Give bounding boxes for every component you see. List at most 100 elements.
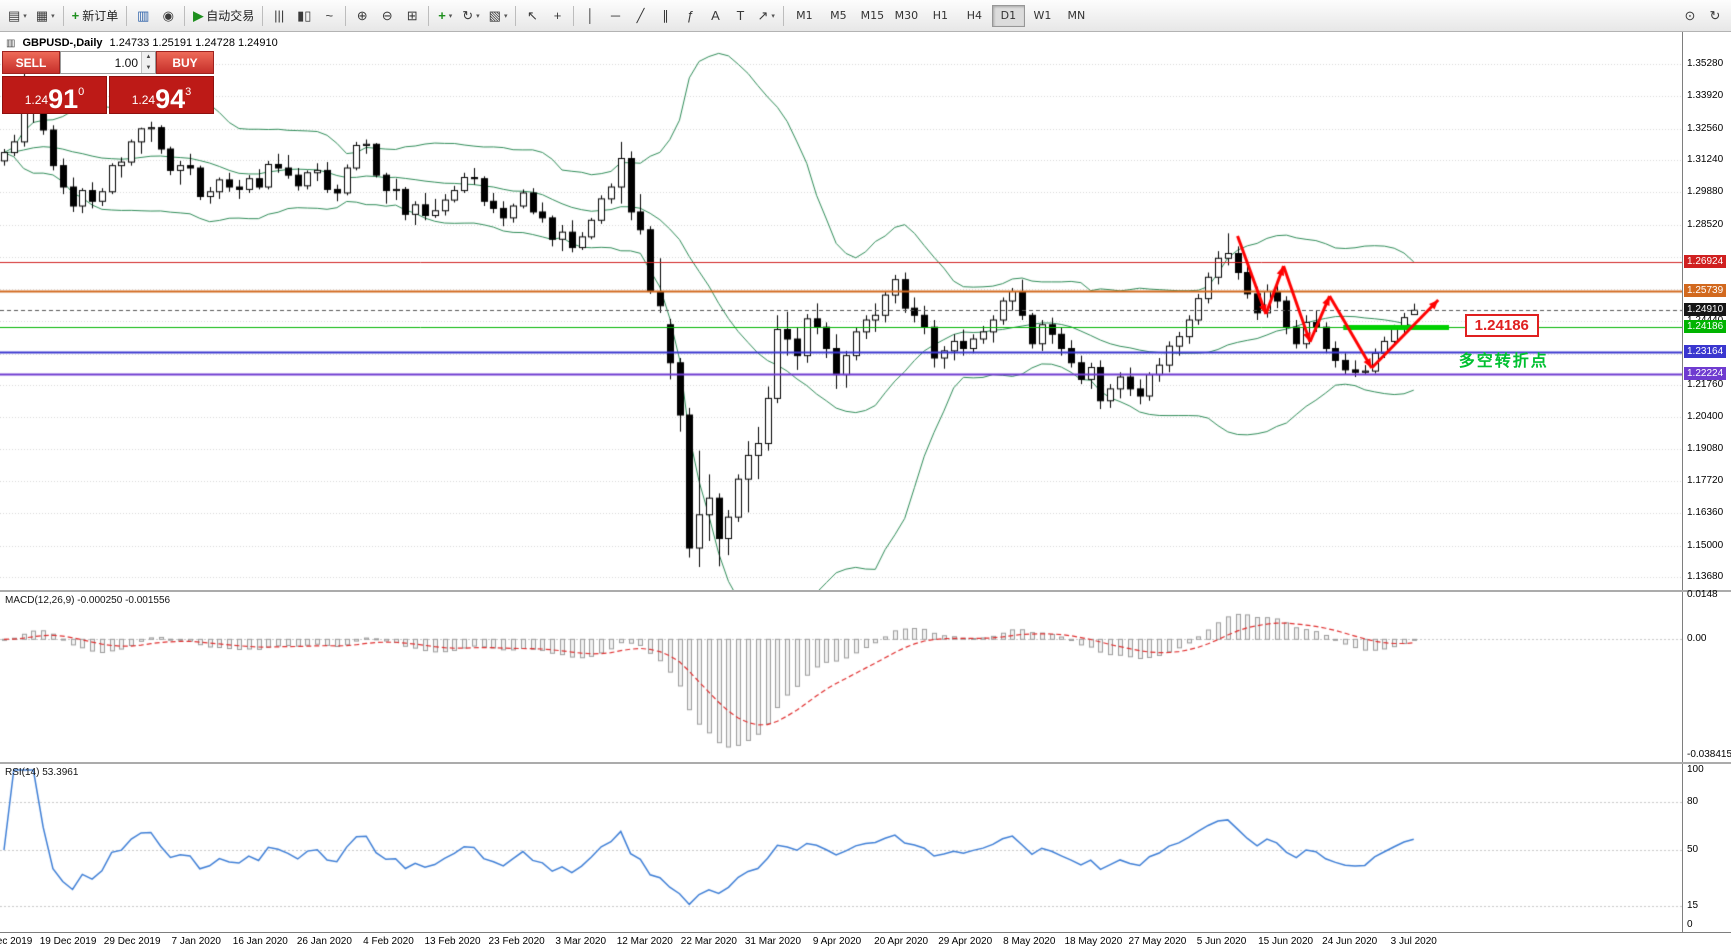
price-axis-label: 1.28520 bbox=[1687, 218, 1724, 230]
rsi-axis-label: 0 bbox=[1687, 919, 1693, 930]
fibonacci-icon: ƒ bbox=[686, 8, 695, 23]
search-button[interactable]: ⊙ bbox=[1678, 4, 1702, 28]
price-axis-label: 1.31240 bbox=[1687, 153, 1724, 165]
buy-price-button[interactable]: 1.24 94 3 bbox=[109, 76, 214, 114]
price-tag-1.23164: 1.23164 bbox=[1684, 344, 1727, 358]
sell-price-head: 1.24 bbox=[24, 93, 49, 107]
chevron-down-icon: ▾ bbox=[51, 12, 55, 20]
main-toolbar: ▤ ▾ ▦ ▾ + 新订单 ▥ ◉ ▶ 自动交易 ||| ▮▯ ~ ⊕ ⊖ ⊞ + ▾ ↻… bbox=[0, 0, 1731, 32]
autotrading-button[interactable]: ▶ 自动交易 bbox=[189, 4, 258, 28]
buy-price-big: 94 bbox=[155, 83, 186, 114]
tile-windows-button[interactable]: ⊞ bbox=[400, 4, 424, 28]
chart-header: ▥ GBPUSD-,Daily 1.24733 1.25191 1.24728 … bbox=[6, 37, 278, 49]
label-button[interactable]: T bbox=[728, 4, 752, 28]
rsi-axis-label: 50 bbox=[1687, 844, 1699, 855]
chevron-down-icon: ▾ bbox=[476, 12, 480, 20]
bar-chart-icon: ||| bbox=[274, 8, 285, 23]
profiles-icon: ▦ bbox=[35, 8, 49, 23]
price-callout-label[interactable]: 1.24186 bbox=[1464, 314, 1539, 338]
channel-button[interactable]: ∥ bbox=[653, 4, 677, 28]
cn-annotation[interactable]: 多空转折点 bbox=[1458, 350, 1549, 370]
experts-button[interactable]: ◉ bbox=[156, 4, 180, 28]
price-tag-1.26924: 1.26924 bbox=[1684, 255, 1727, 269]
templates-icon: ▧ bbox=[488, 8, 501, 23]
indicators-button[interactable]: + ▾ bbox=[433, 4, 457, 28]
toolbar-separator bbox=[126, 5, 128, 26]
timeframe-H4[interactable]: H4 bbox=[966, 9, 983, 22]
text-icon: A bbox=[711, 8, 720, 23]
text-button[interactable]: A bbox=[703, 4, 727, 28]
buy-price-sup: 3 bbox=[185, 86, 192, 98]
templates-button[interactable]: ▧ ▾ bbox=[485, 4, 512, 28]
volume-value[interactable]: 1.00 bbox=[114, 55, 138, 70]
candlestick-chart-button[interactable]: ▮▯ bbox=[292, 4, 316, 28]
zoom-out-icon: ⊖ bbox=[381, 8, 393, 23]
price-tag-1.24186: 1.24186 bbox=[1684, 320, 1727, 334]
bar-chart-button[interactable]: ||| bbox=[267, 4, 291, 28]
rsi-panel-splitter[interactable] bbox=[0, 762, 1731, 764]
new-chart-button[interactable]: ▤ ▾ bbox=[4, 4, 31, 28]
zoom-out-button[interactable]: ⊖ bbox=[375, 4, 399, 28]
sell-price-sup: 0 bbox=[78, 86, 85, 98]
price-axis-label: 1.16360 bbox=[1687, 507, 1724, 519]
volume-down-icon[interactable]: ▼ bbox=[142, 62, 155, 73]
timeframe-D1[interactable]: D1 bbox=[991, 4, 1025, 27]
zoom-in-button[interactable]: ⊕ bbox=[350, 4, 374, 28]
price-axis-border bbox=[1682, 32, 1683, 932]
buy-button[interactable]: BUY bbox=[156, 51, 214, 74]
macd-panel-splitter[interactable] bbox=[0, 590, 1731, 592]
line-chart-button[interactable]: ~ bbox=[317, 4, 341, 28]
timeframe-MN[interactable]: MN bbox=[1067, 9, 1086, 22]
arrows-button[interactable]: ↗ ▾ bbox=[753, 4, 778, 28]
new-order-button[interactable]: + 新订单 bbox=[68, 4, 123, 28]
time-axis[interactable] bbox=[0, 932, 1731, 952]
charts-button[interactable]: ▥ bbox=[131, 4, 155, 28]
periods-icon: ↻ bbox=[462, 8, 474, 23]
cursor-button[interactable]: ↖ bbox=[520, 4, 544, 28]
chart-symbol-icon: ▥ bbox=[6, 37, 16, 49]
profiles-button[interactable]: ▦ ▾ bbox=[32, 4, 59, 28]
volume-stepper[interactable]: ▲ ▼ bbox=[141, 52, 155, 73]
sell-button[interactable]: SELL bbox=[2, 51, 60, 74]
horizontal-line-icon: ─ bbox=[610, 8, 621, 23]
trendline-button[interactable]: ╱ bbox=[628, 4, 652, 28]
fibonacci-button[interactable]: ƒ bbox=[678, 4, 702, 28]
timeframe-M5[interactable]: M5 bbox=[830, 9, 847, 22]
chevron-down-icon: ▾ bbox=[771, 12, 775, 20]
price-tag-1.24910: 1.24910 bbox=[1684, 303, 1727, 317]
timeframe-M15[interactable]: M15 bbox=[860, 9, 885, 22]
rsi-axis-label: 15 bbox=[1687, 900, 1699, 911]
vertical-line-button[interactable]: │ bbox=[578, 4, 602, 28]
volume-field[interactable]: 1.00 ▲ ▼ bbox=[60, 51, 156, 74]
macd-panel-canvas[interactable] bbox=[0, 592, 1682, 762]
price-axis-label: 1.35280 bbox=[1687, 57, 1724, 69]
refresh-button[interactable]: ↻ bbox=[1703, 4, 1727, 28]
price-axis-label: 1.33920 bbox=[1687, 90, 1724, 102]
new-order-label: 新订单 bbox=[82, 9, 119, 23]
price-axis-label: 1.24440 bbox=[1687, 315, 1724, 327]
timeframe-M1[interactable]: M1 bbox=[796, 9, 813, 22]
price-chart-canvas[interactable] bbox=[0, 32, 1682, 590]
sell-price-big: 91 bbox=[48, 83, 79, 114]
toolbar-separator bbox=[573, 5, 575, 26]
periods-button[interactable]: ↻ ▾ bbox=[458, 4, 483, 28]
zoom-in-icon: ⊕ bbox=[356, 8, 368, 23]
indicators-plus-icon: + bbox=[438, 8, 446, 23]
timeframe-W1[interactable]: W1 bbox=[1033, 9, 1052, 22]
price-axis-label: 1.21760 bbox=[1687, 379, 1724, 391]
crosshair-button[interactable]: + bbox=[545, 4, 569, 28]
rsi-panel-canvas[interactable] bbox=[0, 764, 1682, 932]
horizontal-line-button[interactable]: ─ bbox=[603, 4, 627, 28]
timeframe-M30[interactable]: M30 bbox=[894, 9, 919, 22]
volume-up-icon[interactable]: ▲ bbox=[142, 52, 155, 63]
macd-axis-label: -0.038415 bbox=[1687, 749, 1731, 761]
timeframe-group: M1 M5 M15 M30 H1 H4 D1 W1 MN bbox=[788, 4, 1093, 27]
rsi-axis-label: 80 bbox=[1687, 796, 1699, 807]
autotrading-label: 自动交易 bbox=[206, 9, 255, 23]
rsi-axis-label: 100 bbox=[1687, 764, 1704, 775]
toolbar-separator bbox=[262, 5, 264, 26]
sell-price-button[interactable]: 1.24 91 0 bbox=[2, 76, 107, 114]
timeframe-H1[interactable]: H1 bbox=[932, 9, 949, 22]
experts-icon: ◉ bbox=[162, 8, 174, 23]
candlestick-icon: ▮▯ bbox=[297, 8, 312, 23]
